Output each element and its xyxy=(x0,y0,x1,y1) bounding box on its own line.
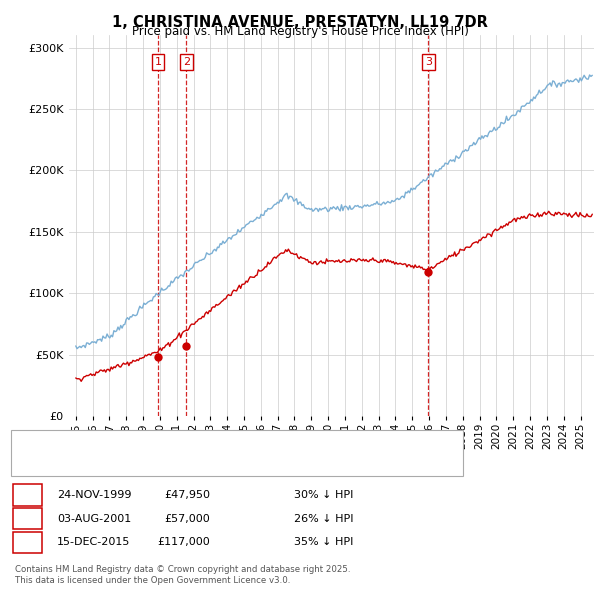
Text: 1: 1 xyxy=(155,57,161,67)
Text: £117,000: £117,000 xyxy=(157,537,210,547)
Text: 3: 3 xyxy=(425,57,432,67)
Text: Contains HM Land Registry data © Crown copyright and database right 2025.
This d: Contains HM Land Registry data © Crown c… xyxy=(15,565,350,585)
Text: 1, CHRISTINA AVENUE, PRESTATYN, LL19 7DR: 1, CHRISTINA AVENUE, PRESTATYN, LL19 7DR xyxy=(112,15,488,30)
Text: 1, CHRISTINA AVENUE, PRESTATYN, LL19 7DR (detached house): 1, CHRISTINA AVENUE, PRESTATYN, LL19 7DR… xyxy=(57,438,388,448)
Text: Price paid vs. HM Land Registry's House Price Index (HPI): Price paid vs. HM Land Registry's House … xyxy=(131,25,469,38)
Text: 2: 2 xyxy=(183,57,190,67)
Text: 15-DEC-2015: 15-DEC-2015 xyxy=(57,537,130,547)
Text: 1: 1 xyxy=(24,490,31,500)
Text: HPI: Average price, detached house, Denbighshire: HPI: Average price, detached house, Denb… xyxy=(57,458,319,467)
Text: 3: 3 xyxy=(24,537,31,547)
Text: 03-AUG-2001: 03-AUG-2001 xyxy=(57,514,131,523)
Text: 35% ↓ HPI: 35% ↓ HPI xyxy=(294,537,353,547)
Text: 30% ↓ HPI: 30% ↓ HPI xyxy=(294,490,353,500)
Text: 2: 2 xyxy=(24,514,31,523)
Text: 26% ↓ HPI: 26% ↓ HPI xyxy=(294,514,353,523)
Text: £57,000: £57,000 xyxy=(164,514,210,523)
Text: 24-NOV-1999: 24-NOV-1999 xyxy=(57,490,131,500)
Text: £47,950: £47,950 xyxy=(164,490,210,500)
